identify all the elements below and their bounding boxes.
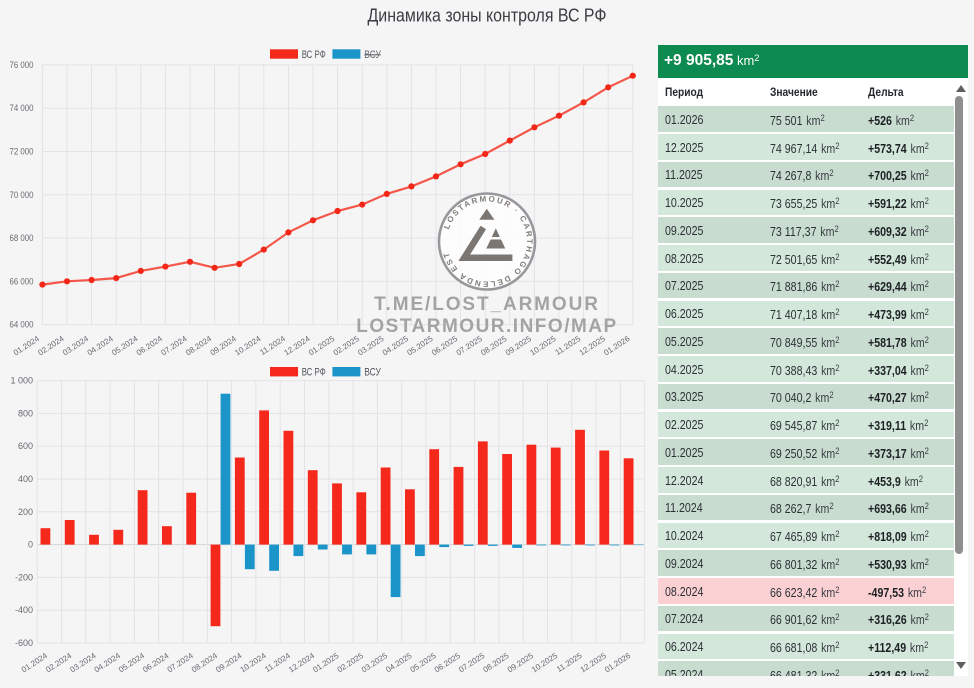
svg-text:12.2024: 12.2024	[287, 651, 317, 675]
svg-text:11.2024: 11.2024	[258, 334, 287, 357]
svg-text:02.2024: 02.2024	[36, 334, 66, 358]
svg-text:03.2025: 03.2025	[356, 334, 386, 358]
svg-text:0: 0	[28, 540, 33, 550]
svg-text:07.2024: 07.2024	[159, 334, 189, 358]
svg-text:01.2025: 01.2025	[311, 651, 341, 675]
svg-text:04.2024: 04.2024	[86, 334, 116, 358]
svg-text:1 000: 1 000	[10, 376, 33, 386]
svg-text:-600: -600	[15, 638, 33, 648]
svg-text:-400: -400	[15, 605, 33, 615]
svg-text:10.2024: 10.2024	[239, 651, 269, 675]
svg-text:68 000: 68 000	[10, 233, 34, 243]
svg-text:10.2024: 10.2024	[233, 334, 263, 358]
svg-text:ВСУ: ВСУ	[364, 367, 381, 379]
svg-text:05.2025: 05.2025	[409, 651, 439, 675]
svg-text:12.2025: 12.2025	[578, 334, 608, 358]
svg-text:03.2024: 03.2024	[61, 334, 91, 358]
svg-text:76 000: 76 000	[10, 60, 34, 70]
svg-text:800: 800	[18, 408, 33, 418]
svg-text:09.2025: 09.2025	[506, 651, 536, 675]
svg-text:08.2025: 08.2025	[479, 334, 509, 358]
svg-text:06.2024: 06.2024	[141, 651, 171, 675]
svg-text:01.2024: 01.2024	[20, 651, 50, 675]
svg-text:ВС РФ: ВС РФ	[302, 367, 326, 379]
svg-text:07.2024: 07.2024	[166, 651, 196, 675]
svg-text:11.2025: 11.2025	[554, 334, 583, 357]
svg-text:07.2025: 07.2025	[457, 651, 487, 675]
svg-text:11.2024: 11.2024	[263, 651, 292, 674]
svg-text:70 000: 70 000	[10, 190, 34, 200]
svg-text:04.2024: 04.2024	[93, 651, 123, 675]
svg-text:01.2026: 01.2026	[602, 334, 632, 358]
svg-text:72 000: 72 000	[10, 147, 34, 157]
svg-text:400: 400	[18, 474, 33, 484]
svg-text:05.2024: 05.2024	[110, 334, 140, 358]
svg-text:09.2024: 09.2024	[214, 651, 244, 675]
svg-text:66 000: 66 000	[10, 276, 34, 286]
svg-text:03.2024: 03.2024	[68, 651, 98, 675]
svg-text:03.2025: 03.2025	[360, 651, 390, 675]
svg-text:08.2025: 08.2025	[481, 651, 511, 675]
svg-text:11.2025: 11.2025	[555, 651, 584, 674]
svg-text:ВС РФ: ВС РФ	[302, 49, 326, 61]
svg-text:01.2026: 01.2026	[603, 651, 633, 675]
svg-text:07.2025: 07.2025	[455, 334, 485, 358]
svg-text:04.2025: 04.2025	[384, 651, 414, 675]
svg-text:-200: -200	[15, 572, 33, 582]
svg-text:05.2024: 05.2024	[117, 651, 147, 675]
svg-text:Динамика зоны контроля ВС РФ: Динамика зоны контроля ВС РФ	[368, 6, 607, 26]
svg-text:02.2025: 02.2025	[332, 334, 362, 358]
svg-text:05.2025: 05.2025	[405, 334, 435, 358]
svg-text:09.2025: 09.2025	[504, 334, 534, 358]
svg-text:600: 600	[18, 441, 33, 451]
svg-text:64 000: 64 000	[10, 320, 34, 330]
svg-text:ВСУ: ВСУ	[364, 49, 381, 61]
svg-text:LOSTARMOUR.INFO/MAP: LOSTARMOUR.INFO/MAP	[356, 316, 617, 337]
svg-text:01.2024: 01.2024	[12, 334, 42, 358]
svg-text:74 000: 74 000	[10, 103, 34, 113]
svg-text:09.2024: 09.2024	[209, 334, 239, 358]
svg-text:200: 200	[18, 507, 33, 517]
svg-text:06.2025: 06.2025	[430, 334, 460, 358]
svg-text:08.2024: 08.2024	[190, 651, 220, 675]
svg-text:02.2024: 02.2024	[44, 651, 74, 675]
svg-text:T.ME/LOST_ARMOUR: T.ME/LOST_ARMOUR	[374, 294, 600, 315]
svg-text:02.2025: 02.2025	[336, 651, 366, 675]
svg-text:12.2024: 12.2024	[282, 334, 312, 358]
svg-text:01.2025: 01.2025	[307, 334, 337, 358]
svg-text:12.2025: 12.2025	[579, 651, 609, 675]
svg-text:10.2025: 10.2025	[528, 334, 558, 358]
svg-text:08.2024: 08.2024	[184, 334, 214, 358]
svg-text:06.2024: 06.2024	[135, 334, 165, 358]
svg-text:04.2025: 04.2025	[381, 334, 411, 358]
svg-text:10.2025: 10.2025	[530, 651, 560, 675]
svg-text:06.2025: 06.2025	[433, 651, 463, 675]
